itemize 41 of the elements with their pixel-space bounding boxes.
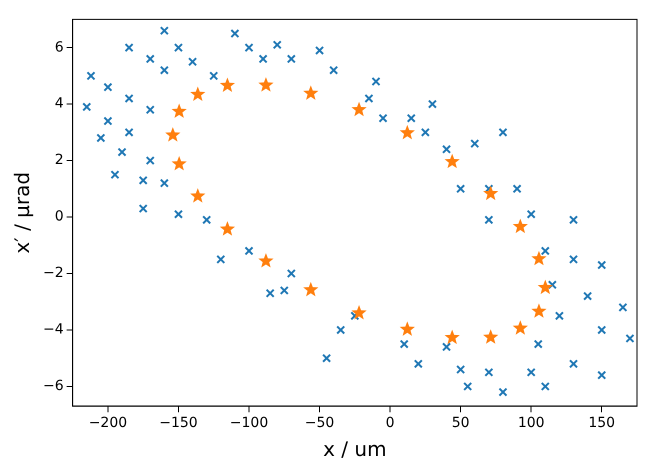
point <box>483 186 498 200</box>
y-tick-label: 6 <box>54 39 64 56</box>
x-tick-label: −50 <box>304 415 334 432</box>
point <box>351 305 367 320</box>
point <box>444 330 460 344</box>
point <box>172 156 187 170</box>
y-tick-label: 4 <box>54 96 64 112</box>
y-tick-label: −4 <box>42 322 64 338</box>
point <box>531 303 547 318</box>
y-tick-label: −2 <box>42 265 64 282</box>
point <box>220 221 236 236</box>
point <box>190 188 206 203</box>
y-tick-label: 0 <box>54 208 64 225</box>
point <box>538 280 553 294</box>
y-tick-label: 2 <box>54 152 64 168</box>
x-tick-label: −150 <box>159 415 198 432</box>
point <box>172 103 187 118</box>
x-tick-label: 50 <box>452 415 470 432</box>
y-tick-label: −6 <box>42 378 64 394</box>
point <box>351 102 367 116</box>
point <box>303 282 318 296</box>
point <box>400 321 415 336</box>
x-tick-label: 150 <box>588 415 616 432</box>
point <box>190 86 206 101</box>
point <box>258 77 274 92</box>
point <box>165 127 180 142</box>
point <box>258 253 274 268</box>
x-tick-label: −200 <box>88 415 128 432</box>
point <box>531 250 547 266</box>
x-axis-title: x / um <box>323 437 387 462</box>
point <box>303 85 318 100</box>
point <box>483 329 498 344</box>
x-tick-label: 0 <box>386 415 395 432</box>
x-tick-label: 100 <box>518 415 545 432</box>
x-tick-label: −100 <box>230 415 268 432</box>
y-axis-title: x′ / μrad <box>10 172 34 254</box>
point <box>512 320 528 335</box>
point <box>512 218 528 234</box>
point <box>220 77 236 92</box>
point <box>444 154 460 168</box>
point <box>400 124 415 140</box>
